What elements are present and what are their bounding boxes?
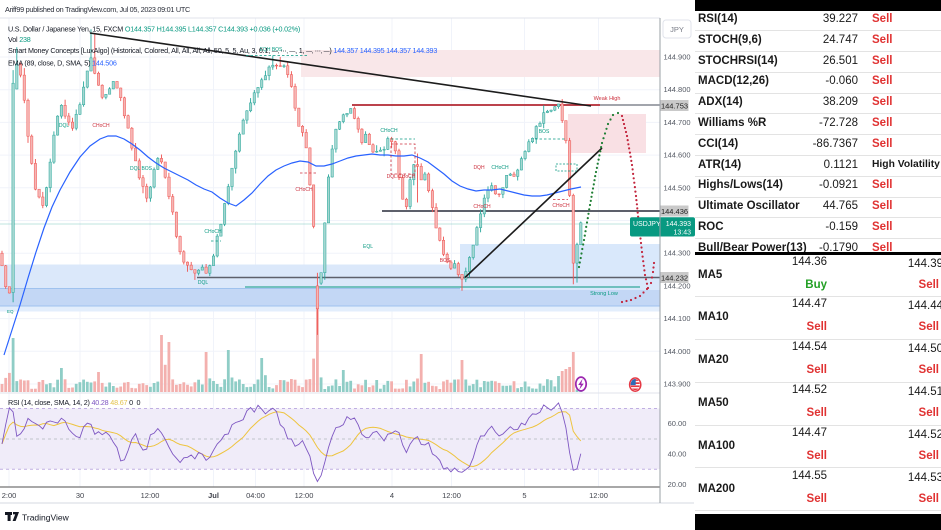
svg-text:12:00: 12:00 [589,491,608,500]
svg-text:EQL: EQL [363,244,373,250]
svg-text:12:00: 12:00 [442,491,461,500]
svg-text:60.00: 60.00 [668,419,687,428]
svg-text:144.800: 144.800 [663,85,690,94]
svg-text:143.900: 143.900 [663,380,690,389]
svg-text:12:00: 12:00 [141,491,160,500]
svg-text:EQH BOS: EQH BOS [260,47,283,53]
svg-text:TradingView: TradingView [22,513,70,523]
svg-text:144.500: 144.500 [663,183,690,192]
svg-text:BOS: BOS [539,129,550,135]
svg-text:Strong Low: Strong Low [590,291,618,297]
svg-text:RSI (14, close, SMA, 14, 2) 40: RSI (14, close, SMA, 14, 2) 40.28 48.67 … [8,398,141,407]
svg-text:DQL: DQL [59,123,70,129]
svg-text:CHoCH: CHoCH [295,187,313,193]
svg-text:144.200: 144.200 [663,281,690,290]
svg-text:DQH: DQH [473,165,485,171]
svg-text:5: 5 [522,491,526,500]
svg-text:144.393: 144.393 [666,221,691,228]
svg-text:DQL CHoCH: DQL CHoCH [387,174,416,180]
svg-text:BOS: BOS [440,258,451,264]
svg-text:144.600: 144.600 [663,151,690,160]
svg-text:U.S. Dollar / Japanese Yen, 15: U.S. Dollar / Japanese Yen, 15, FXCM O14… [8,25,300,34]
svg-text:Smart Money Concepts [LuxAlgo]: Smart Money Concepts [LuxAlgo] (Historic… [8,46,437,55]
svg-text:CHoCH: CHoCH [92,123,110,129]
svg-text:CHoCH: CHoCH [491,165,509,171]
svg-text:144.100: 144.100 [663,314,690,323]
svg-text:144.753: 144.753 [661,101,688,110]
svg-text:CHoCH: CHoCH [552,203,570,209]
svg-text:Jul: Jul [208,491,219,500]
svg-text:144.900: 144.900 [663,53,690,62]
svg-text:30: 30 [76,491,84,500]
svg-text:12:00: 12:00 [295,491,314,500]
svg-text:144.300: 144.300 [663,249,690,258]
svg-text:40.00: 40.00 [668,450,687,459]
svg-text:JPY: JPY [670,25,684,34]
svg-text:144.000: 144.000 [663,347,690,356]
svg-text:2:00: 2:00 [2,491,17,500]
svg-text:13:43: 13:43 [673,230,691,237]
svg-text:Weak High: Weak High [594,96,621,102]
svg-text:20.00: 20.00 [668,480,687,489]
svg-text:CHoCH: CHoCH [473,204,491,210]
svg-text:DQL BOS: DQL BOS [130,166,153,172]
svg-text:EQ: EQ [7,309,14,314]
svg-text:144.700: 144.700 [663,118,690,127]
svg-text:04:00: 04:00 [246,491,265,500]
svg-text:144.232: 144.232 [661,273,688,282]
svg-text:CHoCH: CHoCH [204,229,222,235]
svg-text:4: 4 [390,491,394,500]
svg-text:DQL: DQL [198,280,209,286]
svg-text:Vol 238: Vol 238 [8,35,31,44]
svg-text:USDJPY: USDJPY [633,221,661,228]
svg-text:144.436: 144.436 [661,207,688,216]
svg-text:CHoCH: CHoCH [380,128,398,134]
svg-text:EMA (89, close, D, SMA, 5) 144: EMA (89, close, D, SMA, 5) 144.506 [8,59,117,68]
